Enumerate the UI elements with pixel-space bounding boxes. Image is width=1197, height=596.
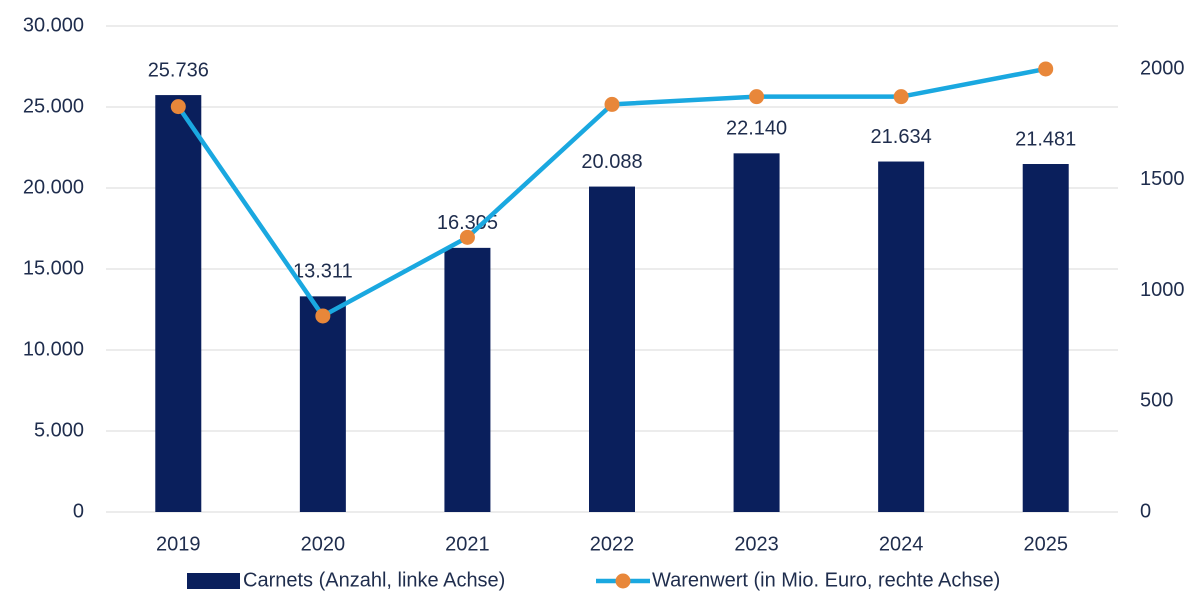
y-tick-label: 0 [73,500,84,522]
y-tick-label: 30.000 [23,14,84,36]
bar [733,153,780,512]
data-label: 25.736 [148,59,209,81]
marker [893,89,909,105]
data-label: 21.481 [1015,128,1076,150]
y2-tick-label: 500 [1140,390,1173,412]
y-tick-label: 5.000 [34,419,84,441]
bar [1022,164,1069,512]
y2-tick-label: 1000 [1140,279,1185,301]
legend-swatch [187,573,240,589]
x-tick-label: 2023 [734,533,779,555]
y-tick-label: 20.000 [23,176,84,198]
x-tick-label: 2024 [879,533,924,555]
x-tick-label: 2019 [156,533,201,555]
legend-label: Carnets (Anzahl, linke Achse) [243,569,505,591]
data-label: 20.088 [581,151,642,173]
data-label: 13.311 [293,261,353,283]
marker [1038,61,1054,77]
bar [444,247,491,512]
data-label: 21.634 [871,126,932,148]
y-tick-label: 15.000 [23,257,84,279]
bar [878,161,925,512]
y2-tick-label: 2000 [1140,57,1185,79]
legend-marker [615,573,631,589]
marker [315,308,331,324]
legend-label: Warenwert (in Mio. Euro, rechte Achse) [652,569,1000,591]
marker [459,229,475,245]
bar [299,296,346,512]
bar [589,186,635,512]
x-tick-label: 2022 [590,533,635,555]
data-label: 16.305 [437,212,498,234]
marker [170,99,186,115]
data-label: 22.140 [726,118,787,140]
x-tick-label: 2020 [301,533,346,555]
marker [604,96,620,112]
x-tick-label: 2025 [1023,533,1068,555]
y-tick-label: 25.000 [23,95,84,117]
marker [749,89,765,105]
x-tick-label: 2021 [445,533,490,555]
y-tick-label: 10.000 [23,338,84,360]
bar [155,95,202,513]
y2-tick-label: 0 [1140,500,1151,522]
y2-tick-label: 1500 [1140,168,1185,190]
